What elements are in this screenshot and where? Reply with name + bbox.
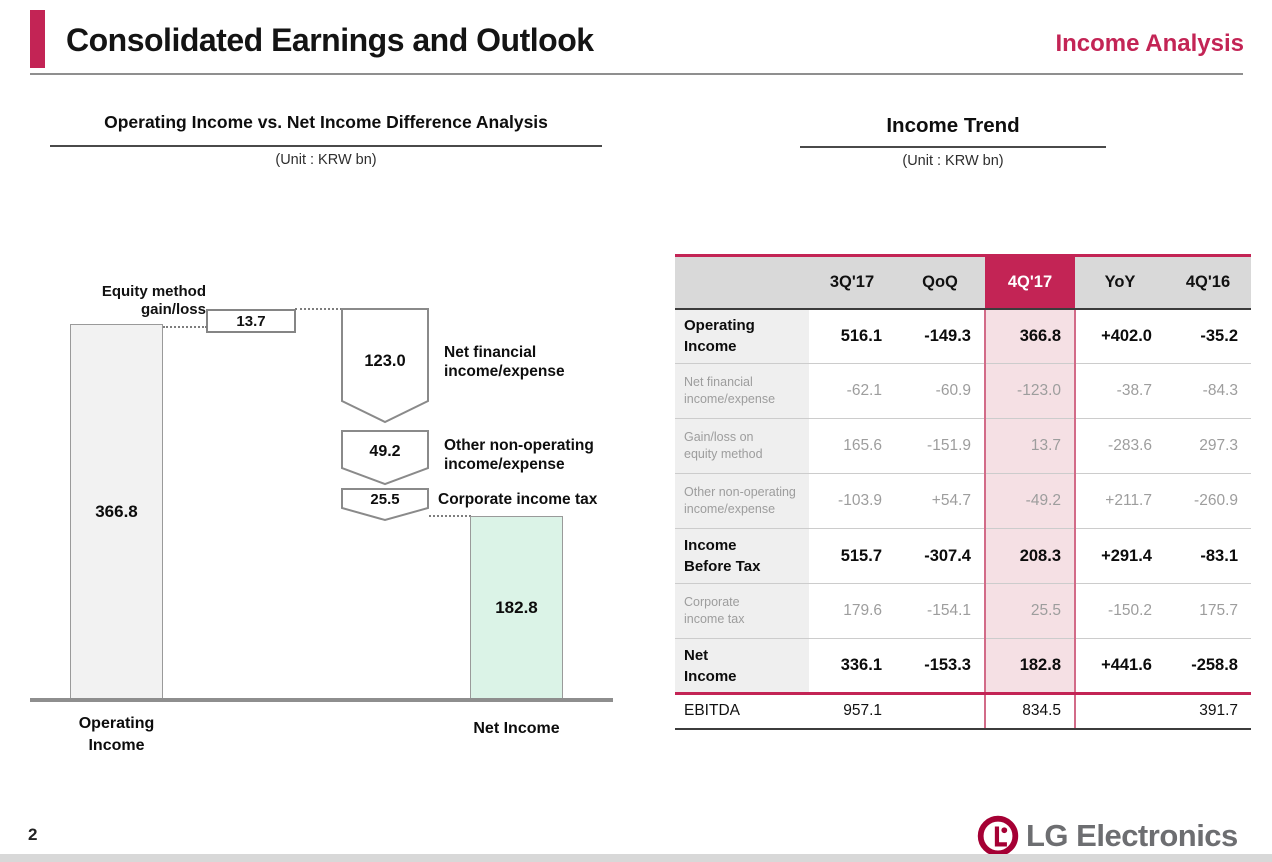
cell-qoq: +54.7: [895, 473, 985, 529]
equity-method-label: Equity method gain/loss: [101, 283, 206, 318]
cell-yoy: [1075, 693, 1165, 730]
row-other-non-operating: Other non-operating income/expense -103.…: [675, 473, 1251, 529]
cell-3q17: 336.1: [809, 638, 895, 695]
cell-qoq: -154.1: [895, 583, 985, 639]
cell-3q17: -62.1: [809, 363, 895, 419]
cell-yoy: +402.0: [1075, 308, 1165, 364]
net-financial-arrow-shape: [341, 308, 429, 424]
lg-logo-wordmark: LG Electronics: [1026, 818, 1238, 853]
title-accent-bar: [30, 10, 45, 68]
net-financial-label: Net financial income/expense: [444, 344, 565, 380]
row-label: Income Before Tax: [675, 528, 809, 584]
other-non-operating-label: Other non-operating income/expense: [444, 437, 594, 473]
cell-4q16: 175.7: [1165, 583, 1251, 639]
cell-yoy: -283.6: [1075, 418, 1165, 474]
cell-yoy: -150.2: [1075, 583, 1165, 639]
cell-yoy: +441.6: [1075, 638, 1165, 695]
header-divider: [30, 73, 1243, 75]
row-corporate-tax: Corporate income tax 179.6 -154.1 25.5 -…: [675, 583, 1251, 639]
table-header-row: 3Q'17 QoQ 4Q'17 YoY 4Q'16: [675, 254, 1251, 310]
connector-dotted-line: [429, 515, 471, 517]
header-qoq: QoQ: [895, 254, 985, 310]
header-4q17-highlighted: 4Q'17: [985, 254, 1075, 310]
cell-3q17: 957.1: [809, 693, 895, 730]
cell-4q16: 391.7: [1165, 693, 1251, 730]
row-net-income: Net Income 336.1 -153.3 182.8 +441.6 -25…: [675, 638, 1251, 695]
income-trend-title: Income Trend: [886, 114, 1020, 137]
header-yoy: YoY: [1075, 254, 1165, 310]
connector-dotted-line: [163, 326, 207, 328]
cell-yoy: +211.7: [1075, 473, 1165, 529]
cell-4q16: -84.3: [1165, 363, 1251, 419]
cell-qoq: -149.3: [895, 308, 985, 364]
income-trend-underline: [800, 146, 1106, 148]
row-label: Net Income: [675, 638, 809, 695]
income-trend-table: 3Q'17 QoQ 4Q'17 YoY 4Q'16 Operating Inco…: [675, 254, 1251, 730]
cell-4q16: -35.2: [1165, 308, 1251, 364]
footer-bar: [0, 854, 1272, 862]
row-label: Other non-operating income/expense: [675, 473, 809, 529]
income-trend-unit-label: (Unit : KRW bn): [902, 153, 1004, 169]
row-label: Operating Income: [675, 308, 809, 364]
cell-3q17: 179.6: [809, 583, 895, 639]
cell-qoq: [895, 693, 985, 730]
other-non-operating-arrow-shape: [341, 430, 429, 486]
cell-3q17: -103.9: [809, 473, 895, 529]
cell-4q16: -83.1: [1165, 528, 1251, 584]
operating-income-value: 366.8: [95, 501, 138, 521]
page-number: 2: [28, 825, 38, 844]
cell-4q16: -260.9: [1165, 473, 1251, 529]
cell-3q17: 516.1: [809, 308, 895, 364]
row-label: Net financial income/expense: [675, 363, 809, 419]
cell-4q17: 834.5: [984, 693, 1076, 730]
equity-method-step: 13.7: [206, 309, 296, 333]
net-income-bar: 182.8: [470, 516, 563, 699]
cell-4q17: 182.8: [984, 638, 1076, 695]
operating-income-axis-label: Operating Income: [78, 715, 155, 754]
net-income-value: 182.8: [495, 597, 538, 617]
cell-4q16: -258.8: [1165, 638, 1251, 695]
row-label: Corporate income tax: [675, 583, 809, 639]
other-non-operating-value: 49.2: [369, 443, 401, 460]
row-net-financial: Net financial income/expense -62.1 -60.9…: [675, 363, 1251, 419]
cell-qoq: -60.9: [895, 363, 985, 419]
cell-yoy: -38.7: [1075, 363, 1165, 419]
cell-4q16: 297.3: [1165, 418, 1251, 474]
cell-qoq: -307.4: [895, 528, 985, 584]
cell-4q17: 208.3: [984, 528, 1076, 584]
corporate-tax-label: Corporate income tax: [438, 491, 598, 508]
cell-4q17: -49.2: [984, 473, 1076, 529]
net-financial-value: 123.0: [364, 352, 406, 370]
waterfall-unit-label: (Unit : KRW bn): [275, 152, 377, 168]
net-income-axis-label: Net Income: [473, 720, 560, 737]
cell-4q17: 25.5: [984, 583, 1076, 639]
header-4q16: 4Q'16: [1165, 254, 1251, 310]
cell-3q17: 515.7: [809, 528, 895, 584]
waterfall-title-underline: [50, 145, 602, 147]
row-operating-income: Operating Income 516.1 -149.3 366.8 +402…: [675, 308, 1251, 364]
corporate-tax-arrow-shape: [341, 488, 429, 522]
lg-logo-icon: [977, 815, 1019, 857]
connector-dotted-line: [295, 308, 342, 310]
operating-income-bar: 366.8: [70, 324, 163, 699]
cell-qoq: -153.3: [895, 638, 985, 695]
row-label: EBITDA: [675, 693, 809, 730]
row-ebitda: EBITDA 957.1 834.5 391.7: [675, 693, 1251, 730]
header-empty-cell: [675, 254, 809, 310]
header-3q17: 3Q'17: [809, 254, 895, 310]
chart-baseline: [30, 698, 613, 702]
section-label: Income Analysis: [1055, 30, 1244, 57]
cell-yoy: +291.4: [1075, 528, 1165, 584]
page-title: Consolidated Earnings and Outlook: [66, 22, 594, 58]
waterfall-chart-title: Operating Income vs. Net Income Differen…: [104, 112, 548, 132]
cell-qoq: -151.9: [895, 418, 985, 474]
row-label: Gain/loss on equity method: [675, 418, 809, 474]
cell-4q17: 366.8: [984, 308, 1076, 364]
corporate-tax-value: 25.5: [370, 491, 400, 508]
row-income-before-tax: Income Before Tax 515.7 -307.4 208.3 +29…: [675, 528, 1251, 584]
cell-4q17: -123.0: [984, 363, 1076, 419]
row-equity-method: Gain/loss on equity method 165.6 -151.9 …: [675, 418, 1251, 474]
cell-3q17: 165.6: [809, 418, 895, 474]
cell-4q17: 13.7: [984, 418, 1076, 474]
